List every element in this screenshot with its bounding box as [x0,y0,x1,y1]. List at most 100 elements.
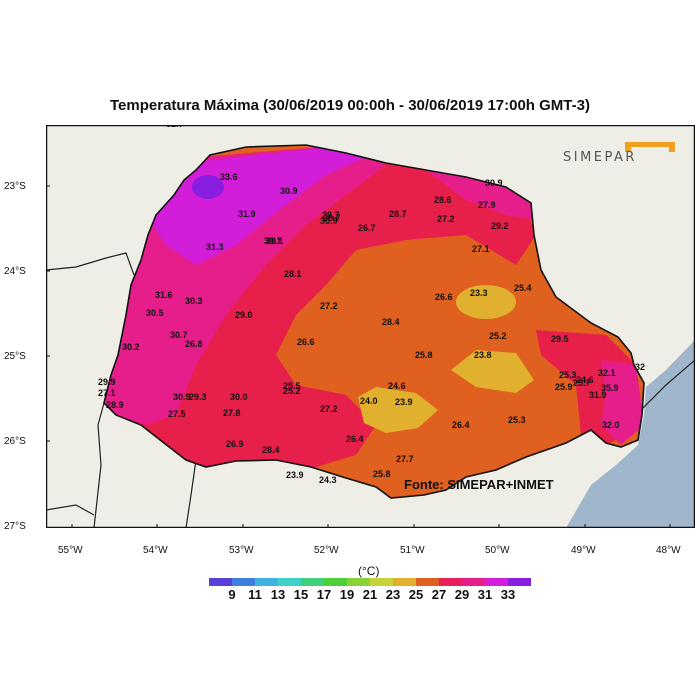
colorbar-label: 9 [228,587,236,602]
station-value: 27.7 [396,454,414,464]
station-value: 28.6 [434,195,452,205]
simepar-logo: SIMEPAR [563,140,681,168]
lon-label: 54°W [143,545,168,556]
station-value: 26.8 [185,339,203,349]
station-value: 29.0 [235,310,253,320]
map-border [46,125,695,528]
lon-label: 52°W [314,545,339,556]
colorbar-swatch [485,578,508,586]
lon-label: 48°W [656,545,681,556]
map-title: Temperatura Máxima (30/06/2019 00:00h - … [110,97,590,114]
station-value: 26.7 [358,223,376,233]
colorbar-label: 21 [362,587,378,602]
colorbar-swatch [209,578,232,586]
colorbar-swatch [347,578,370,586]
station-value: 25.2 [489,331,507,341]
colorbar-label: 25 [408,587,424,602]
colorbar-label: 31 [477,587,493,602]
station-value: 32.0 [602,420,620,430]
lat-label: 27°S [4,521,26,532]
colorbar-label: 19 [339,587,355,602]
station-value: 30.2 [122,342,140,352]
lon-label: 53°W [229,545,254,556]
station-value: 30.7 [323,213,341,223]
border-line [46,504,95,516]
lat-label: 26°S [4,436,26,447]
colorbar-label: 23 [385,587,401,602]
temperature-map: 32.733.630.931.930.730.926.728.728.630.1… [46,125,695,528]
lat-label: 25°S [4,351,26,362]
station-value: 25.2 [283,386,301,396]
data-source: Fonte: SIMEPAR+INMET [404,477,554,492]
station-value: 30.0 [230,392,248,402]
station-value: 29.9 [98,377,116,387]
colorbar-label: 29 [454,587,470,602]
colorbar [209,578,531,586]
colorbar-label: 13 [270,587,286,602]
station-value: 31.9 [589,390,607,400]
station-value: 29.5 [551,334,569,344]
lon-label: 51°W [400,545,425,556]
colorbar-unit: (°C) [358,564,380,578]
station-value: 28.9 [106,400,124,410]
station-value: 30.3 [185,296,203,306]
station-value: 24.6 [576,375,594,385]
station-value: 30.1 [264,236,282,246]
station-value: 33.6 [220,172,238,182]
colorbar-swatch [393,578,416,586]
station-value: 23.9 [395,397,413,407]
station-value: 27.2 [437,214,455,224]
station-value: 23.8 [474,350,492,360]
station-value: 27.1 [98,388,116,398]
colorbar-label: 33 [500,587,516,602]
station-value: 24.6 [388,381,406,391]
colorbar-label: 27 [431,587,447,602]
colorbar-label: 15 [293,587,309,602]
station-value: 27.2 [320,301,338,311]
station-value: 25.3 [559,370,577,380]
station-value: 31.9 [238,209,256,219]
station-value: 23.9 [286,470,304,480]
colorbar-label: 17 [316,587,332,602]
border-line [635,359,695,416]
station-value: 27.2 [320,404,338,414]
station-value: 25.4 [514,283,532,293]
colorbar-swatch [508,578,531,586]
station-value: 26.6 [435,292,453,302]
station-value: 26.4 [452,420,470,430]
ocean [566,340,695,528]
border-line [93,402,105,528]
colorbar-swatch [370,578,393,586]
colorbar-swatch [278,578,301,586]
station-value: 29.2 [491,221,509,231]
station-value: 28.4 [262,445,280,455]
station-value: 25.7 [573,378,591,388]
station-value: 28.7 [389,209,407,219]
station-value: 30.9 [173,392,191,402]
station-value: 26.6 [297,337,315,347]
colorbar-swatch [301,578,324,586]
station-value: 27.5 [168,409,186,419]
station-value: 29.7 [322,210,340,220]
lon-label: 55°W [58,545,83,556]
station-value: 25.9 [555,382,573,392]
station-value: 30.9 [280,186,298,196]
station-value: 31.6 [155,290,173,300]
station-value: 30.9 [485,178,503,188]
station-value: 26.9 [226,439,244,449]
station-value: 28.4 [382,317,400,327]
colorbar-swatch [324,578,347,586]
colorbar-swatch [439,578,462,586]
station-value: 29.3 [189,392,207,402]
lat-label: 24°S [4,266,26,277]
station-value: 23.3 [470,288,488,298]
station-value: 25.5 [283,381,301,391]
station-value: 27.8 [223,408,241,418]
station-value: 26.4 [346,434,364,444]
station-value: 25.3 [508,415,526,425]
station-value: 25.8 [415,350,433,360]
colorbar-swatch [232,578,255,586]
lon-label: 49°W [571,545,596,556]
station-value: 27.1 [472,244,490,254]
station-value: 30.9 [320,216,338,226]
